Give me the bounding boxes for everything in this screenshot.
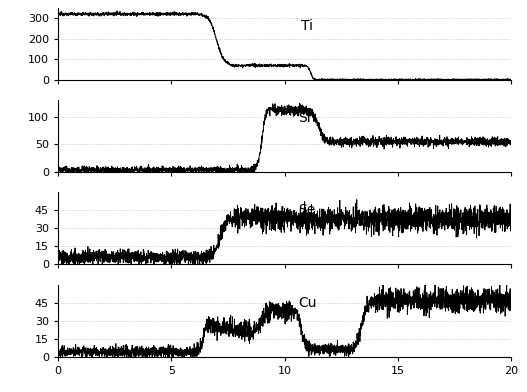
Text: Cu: Cu [298, 296, 317, 310]
Text: Ti: Ti [301, 19, 313, 33]
Text: Sn: Sn [298, 111, 316, 125]
Text: Se: Se [299, 203, 316, 218]
